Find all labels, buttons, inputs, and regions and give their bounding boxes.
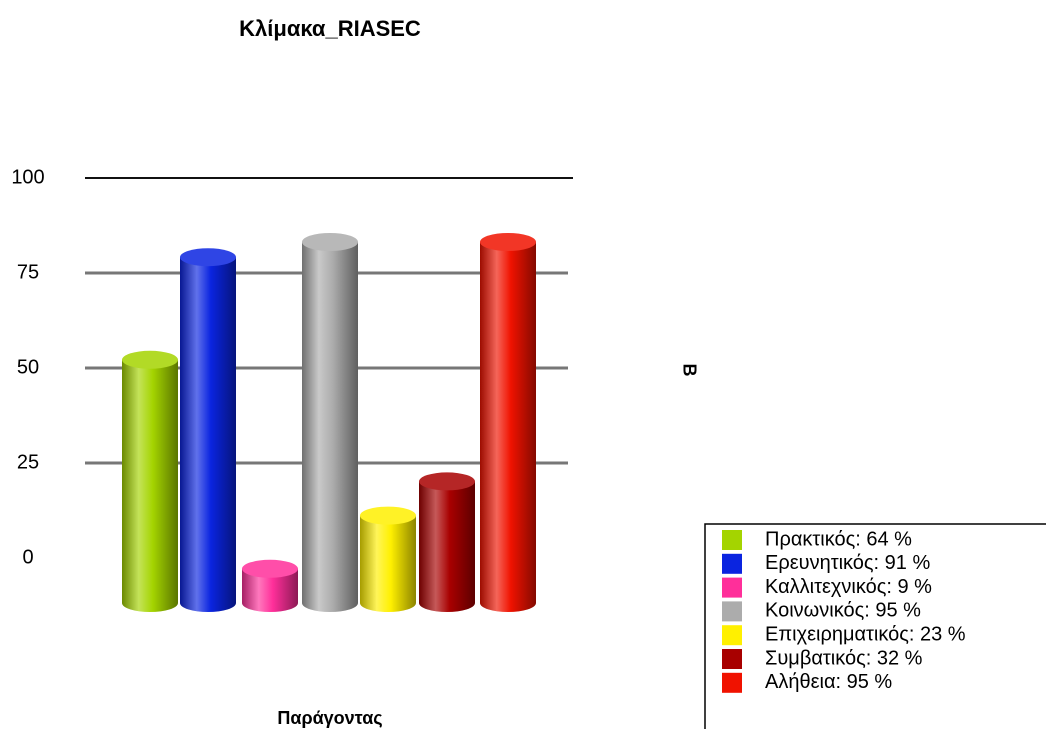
bar-cap <box>480 233 536 251</box>
bar-cap <box>242 559 298 578</box>
legend-label: Συμβατικός: 32 % <box>765 647 923 669</box>
legend-swatch <box>722 553 742 574</box>
bar-cap <box>122 350 178 369</box>
bar <box>302 242 358 603</box>
y-tick-label: 25 <box>17 451 39 473</box>
legend-swatch <box>722 601 742 622</box>
y-tick-label: 75 <box>17 261 39 283</box>
x-axis-label: Παράγοντας <box>277 708 382 728</box>
legend-label: Πρακτικός: 64 % <box>765 528 912 550</box>
legend-label: Επιχειρηματικός: 23 % <box>765 623 966 645</box>
bar <box>480 242 536 603</box>
legend-swatch <box>722 625 742 646</box>
legend-swatch <box>722 649 742 669</box>
chart-title: Κλίμακα_RIASEC <box>239 16 421 41</box>
legend-swatch <box>722 577 742 598</box>
legend-label: Κοινωνικός: 95 % <box>765 600 921 622</box>
y-tick-label: 50 <box>17 356 39 378</box>
legend-label: Ερευνητικός: 91 % <box>765 552 930 574</box>
y-axis-label: Β <box>679 364 699 377</box>
bar <box>180 257 236 603</box>
bar-cap <box>302 233 358 251</box>
legend-swatch <box>722 530 742 550</box>
y-tick-label: 100 <box>11 166 44 188</box>
legend-label: Αλήθεια: 95 % <box>765 671 892 693</box>
bar <box>360 515 416 603</box>
bar <box>122 359 178 603</box>
bar <box>419 481 475 603</box>
y-tick-label: 0 <box>22 546 33 568</box>
bar-cap <box>419 472 475 491</box>
legend-box <box>704 523 1046 734</box>
legend-label: Καλλιτεχνικός: 9 % <box>765 576 932 598</box>
legend-swatch <box>722 672 742 693</box>
bar-cap <box>180 248 236 267</box>
bar-cap <box>360 506 416 525</box>
